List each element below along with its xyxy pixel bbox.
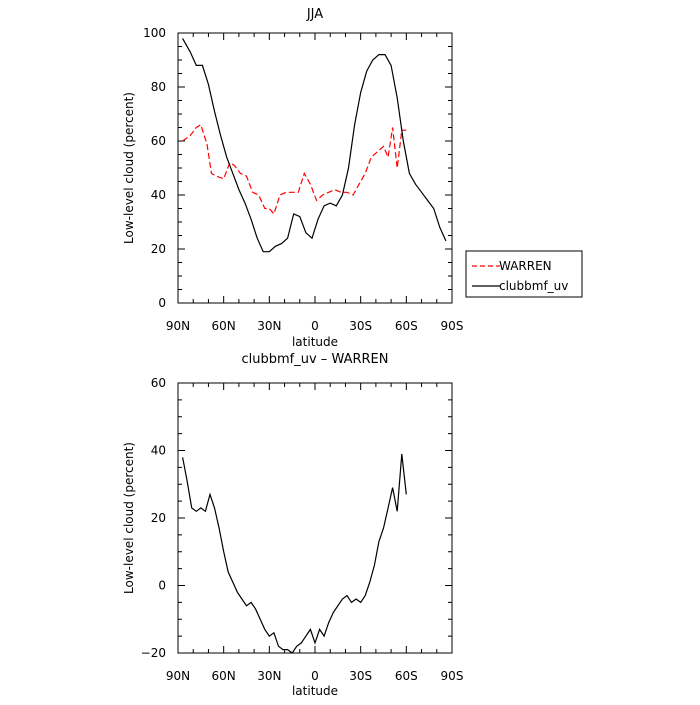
- x-tick-label: 30S: [349, 319, 372, 333]
- series-line-difference: [182, 453, 407, 654]
- x-tick-label: 60N: [212, 319, 236, 333]
- y-tick-label: 20: [151, 511, 166, 525]
- y-tick-label: 60: [151, 134, 166, 148]
- top-y-axis-label: Low-level cloud (percent): [122, 92, 136, 244]
- top-axes: 90N 60N 30N 0 30S 60S 90S 0 20 40 60 80 100: [143, 26, 463, 333]
- series-line-clubbmf-uv: [182, 38, 447, 253]
- bottom-axes: 90N 60N 30N 0 30S 60S 90S −20 0 20 40 60: [141, 376, 464, 683]
- legend-label-clubbmf: clubbmf_uv: [499, 279, 568, 293]
- bottom-panel: clubbmf_uv – WARREN 90N 60N 30N 0 30S 60S 90S −…: [122, 352, 463, 698]
- x-tick-label: 90N: [166, 669, 190, 683]
- x-tick-label: 0: [311, 319, 319, 333]
- legend: WARREN clubbmf_uv: [465, 250, 583, 298]
- x-tick-label: 0: [311, 669, 319, 683]
- series-line-warren: [182, 123, 407, 216]
- bottom-x-axis-label: latitude: [292, 684, 338, 698]
- x-tick-label: 60S: [395, 669, 418, 683]
- bottom-series-group: [182, 453, 407, 654]
- x-tick-label: 30N: [257, 319, 281, 333]
- x-tick-label: 60S: [395, 319, 418, 333]
- y-tick-label: 60: [151, 376, 166, 390]
- y-tick-label: 80: [151, 80, 166, 94]
- x-tick-label: 90N: [166, 319, 190, 333]
- y-tick-label: 20: [151, 242, 166, 256]
- bottom-panel-title: clubbmf_uv – WARREN: [242, 352, 389, 367]
- x-tick-label: 30S: [349, 669, 372, 683]
- top-series-group: [182, 38, 447, 253]
- top-plot-frame: [177, 32, 453, 304]
- top-panel: JJA 90N 60N 30N 0 30S 60S 90S 0 20 40 60 80 100 lati…: [122, 7, 583, 349]
- y-tick-label: 0: [158, 296, 166, 310]
- y-tick-label: 0: [158, 579, 166, 593]
- x-tick-label: 30N: [257, 669, 281, 683]
- y-tick-label: 100: [143, 26, 166, 40]
- bottom-plot-frame: [177, 382, 453, 654]
- x-tick-label: 90S: [441, 319, 464, 333]
- y-tick-label: −20: [141, 646, 166, 660]
- bottom-y-axis-label: Low-level cloud (percent): [122, 442, 136, 594]
- legend-box: [465, 250, 583, 298]
- y-tick-label: 40: [151, 188, 166, 202]
- y-tick-label: 40: [151, 444, 166, 458]
- top-x-axis-label: latitude: [292, 335, 338, 349]
- top-panel-title: JJA: [306, 7, 323, 22]
- legend-label-warren: WARREN: [499, 259, 552, 273]
- x-tick-label: 90S: [441, 669, 464, 683]
- x-tick-label: 60N: [212, 669, 236, 683]
